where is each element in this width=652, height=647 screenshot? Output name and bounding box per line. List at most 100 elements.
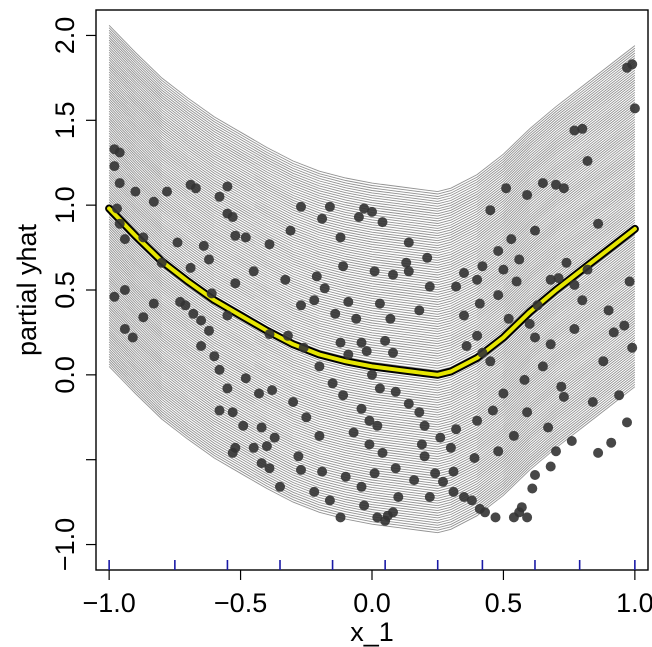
data-point [209, 351, 220, 362]
ice-curve [108, 74, 636, 242]
ice-curve [108, 147, 636, 315]
ice-curve [108, 78, 636, 247]
data-point [338, 261, 349, 272]
data-point [545, 274, 556, 285]
data-point [240, 373, 251, 384]
ice-curve [108, 351, 636, 519]
data-point [238, 420, 249, 431]
ice-curve [108, 319, 636, 487]
ice-curve [108, 115, 636, 283]
data-point [388, 269, 398, 280]
data-point [485, 205, 496, 216]
data-point [524, 318, 535, 329]
data-point [390, 386, 401, 397]
data-point [324, 201, 335, 212]
ice-curve [108, 324, 636, 492]
data-point [501, 183, 512, 194]
data-point [622, 417, 632, 428]
ice-curve [108, 253, 636, 421]
data-point [343, 296, 354, 307]
data-point [435, 432, 446, 443]
data-point [227, 447, 238, 458]
data-point [493, 290, 504, 301]
data-point [112, 203, 122, 214]
ice-curve [108, 71, 636, 239]
data-point [222, 310, 233, 321]
data-point [424, 281, 435, 292]
data-point [298, 342, 309, 353]
data-point [227, 407, 238, 418]
data-point [469, 453, 480, 463]
ice-curve [108, 307, 636, 475]
ice-curve [108, 199, 636, 367]
data-point [487, 405, 498, 416]
ice-curve [108, 113, 636, 281]
ice-curve [108, 201, 636, 369]
ice-curve [108, 44, 636, 212]
data-point [185, 262, 196, 273]
data-point [214, 364, 225, 375]
ice-curve [108, 189, 636, 357]
data-point [359, 203, 370, 214]
data-point [214, 405, 225, 416]
data-point [556, 381, 567, 392]
data-point [530, 225, 540, 236]
ice-curve [108, 150, 636, 318]
ice-curve [108, 245, 636, 413]
data-point [364, 415, 375, 426]
ice-curve [108, 321, 636, 489]
ice-curve [108, 302, 636, 470]
data-point [288, 397, 299, 407]
data-point [451, 281, 462, 292]
data-point [327, 378, 338, 389]
data-point [180, 300, 191, 311]
data-point [114, 147, 125, 158]
data-point [477, 261, 488, 272]
data-point [459, 268, 469, 278]
data-point [240, 232, 251, 243]
data-point [275, 481, 285, 492]
data-point [569, 279, 580, 290]
data-point [569, 125, 580, 136]
data-point [109, 291, 120, 302]
ice-curve [108, 69, 636, 237]
ice-curve [108, 282, 636, 450]
data-point [627, 342, 638, 353]
data-point [269, 432, 280, 443]
data-point [498, 388, 509, 399]
ice-curve [108, 216, 636, 384]
data-point [530, 332, 540, 343]
data-point [545, 339, 556, 350]
data-point [477, 347, 488, 358]
data-point [472, 330, 483, 341]
data-point [401, 257, 412, 268]
data-point [416, 439, 427, 450]
data-point [593, 218, 604, 229]
data-point [377, 217, 388, 228]
ice-curve [108, 280, 636, 448]
data-point [388, 347, 398, 358]
data-point [222, 383, 233, 394]
ice-curve [108, 152, 636, 320]
data-point [451, 424, 462, 435]
data-point [503, 313, 514, 324]
data-point [338, 390, 349, 401]
ice-curve [108, 186, 636, 354]
data-point [248, 266, 259, 277]
ice-curve [108, 285, 636, 453]
data-point [114, 178, 125, 189]
data-point [348, 427, 359, 438]
data-point [472, 274, 483, 285]
ice-curve [108, 331, 636, 499]
data-point [264, 463, 275, 474]
data-point [558, 183, 569, 194]
ice-curve [108, 76, 636, 244]
data-point [311, 271, 322, 282]
data-point [267, 385, 278, 396]
data-point [356, 481, 367, 492]
ice-curve [108, 47, 636, 215]
data-point [593, 447, 604, 458]
data-point [285, 225, 296, 236]
data-point [577, 123, 588, 134]
data-point [448, 466, 459, 477]
